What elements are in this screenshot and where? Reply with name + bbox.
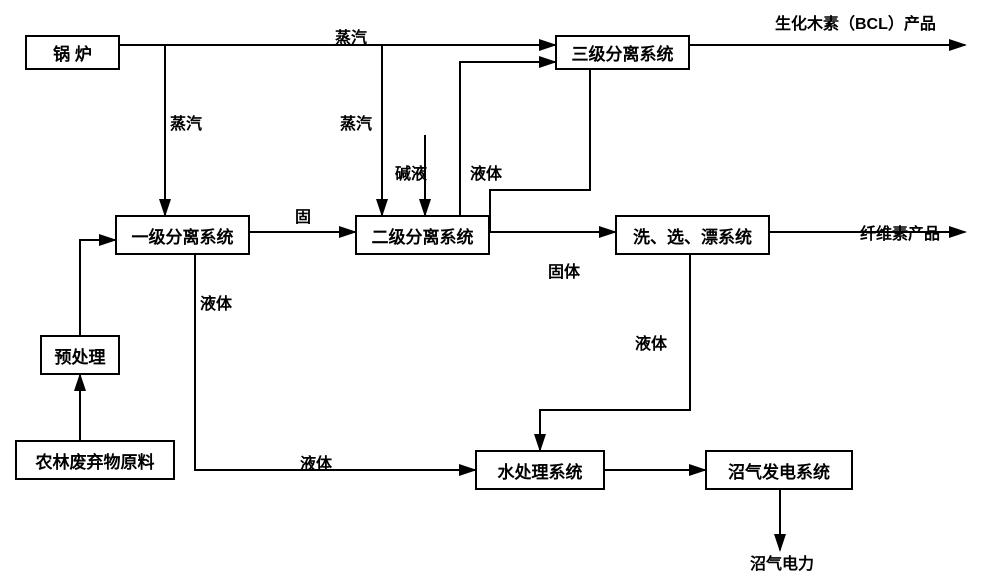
sep2-box: 二级分离系统: [355, 215, 490, 255]
solid-s1s2-label: 固: [295, 203, 311, 227]
alkali-label: 碱液: [395, 160, 427, 184]
water-box: 水处理系统: [475, 450, 605, 490]
liquid-wash-label: 液体: [635, 330, 667, 354]
fiber-output: 纤维素产品: [860, 220, 940, 244]
sep3-box: 三级分离系统: [555, 35, 690, 70]
steam-left-label: 蒸汽: [170, 110, 202, 134]
liquid-s1b-label: 液体: [300, 450, 332, 474]
liquid-s3-label: 液体: [470, 160, 502, 184]
boiler-box: 锅 炉: [25, 35, 120, 70]
pretreat-box: 预处理: [40, 335, 120, 375]
solid-s2w-label: 固体: [548, 258, 580, 282]
connectors: [0, 0, 1000, 585]
raw-box: 农林废弃物原料: [15, 440, 175, 480]
steam-top-label: 蒸汽: [335, 24, 367, 48]
wash-box: 洗、选、漂系统: [615, 215, 770, 255]
power-output: 沼气电力: [750, 550, 814, 574]
steam-mid-label: 蒸汽: [340, 110, 372, 134]
bcl-output: 生化木素（BCL）产品: [775, 10, 936, 34]
liquid-s1-label: 液体: [200, 290, 232, 314]
biogas-box: 沼气发电系统: [705, 450, 853, 490]
sep1-box: 一级分离系统: [115, 215, 250, 255]
